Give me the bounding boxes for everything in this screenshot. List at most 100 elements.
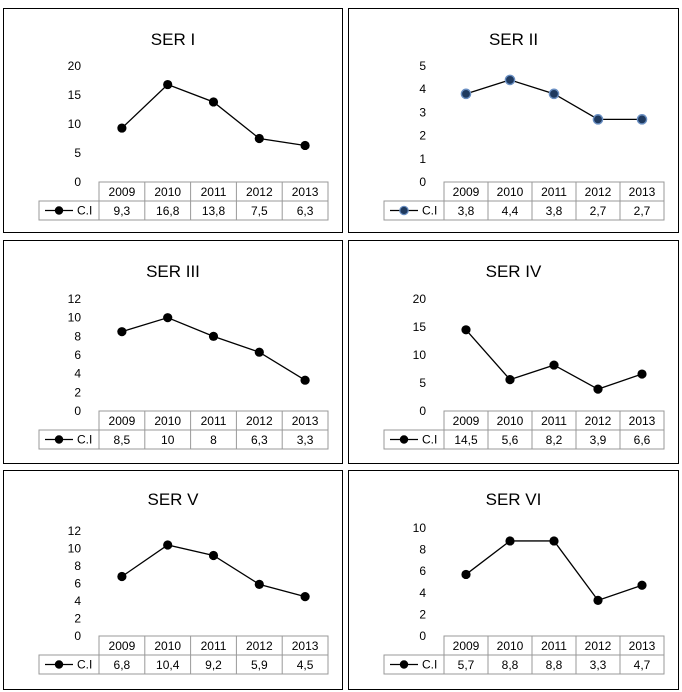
data-point (163, 540, 173, 550)
x-category-label: 2010 (497, 639, 524, 653)
data-table-value: 7,5 (251, 204, 268, 218)
y-tick-label: 12 (68, 524, 82, 538)
y-tick-label: 0 (419, 404, 426, 418)
chart-panel-ser-ii: SER II 0 1 2 3 4 5 2009 2010 2011 2012 2013 3,8 4,4 3,… (348, 8, 679, 233)
y-tick-label: 6 (74, 348, 81, 362)
data-point (461, 325, 471, 335)
y-tick-label: 10 (68, 542, 82, 556)
y-tick-label: 5 (74, 146, 81, 160)
x-category-label: 2010 (154, 414, 181, 428)
chart-title: SER III (146, 262, 200, 281)
data-point (505, 375, 515, 385)
data-point (636, 114, 648, 125)
x-category-label: 2010 (497, 414, 524, 428)
legend-label: C.I (422, 433, 437, 447)
chart-svg: SER VI 0 2 4 6 8 10 2009 2010 2011 2012 2013 5,7 8,8 8… (383, 490, 665, 675)
legend-marker (399, 205, 409, 216)
y-tick-label: 8 (74, 559, 81, 573)
x-category-label: 2011 (201, 414, 227, 428)
y-tick-label: 2 (74, 385, 81, 399)
y-tick-label: 10 (413, 348, 427, 362)
x-category-label: 2012 (585, 639, 612, 653)
y-tick-label: 5 (419, 59, 426, 73)
data-table-legend-cell (383, 200, 445, 221)
x-category-label: 2012 (585, 185, 612, 199)
x-category-label: 2013 (629, 185, 656, 199)
data-point (300, 375, 310, 385)
series-line (121, 83, 306, 147)
y-tick-label: 6 (74, 577, 81, 591)
data-table-value: 8,5 (114, 433, 131, 447)
y-tick-label: 15 (68, 88, 82, 102)
x-category-label: 2009 (109, 414, 136, 428)
data-point (460, 88, 472, 100)
x-category-label: 2009 (109, 639, 136, 653)
chart-title: SER I (151, 30, 195, 49)
x-category-label: 2013 (629, 414, 656, 428)
chart-title: SER VI (486, 490, 542, 509)
chart-svg: SER I 0 5 10 15 20 2009 2010 2011 2012 2013 9,3 16,8… (38, 30, 329, 221)
x-category-label: 2010 (497, 185, 524, 199)
legend-label: C.I (77, 204, 92, 218)
x-category-label: 2009 (453, 414, 480, 428)
y-tick-label: 15 (413, 320, 427, 334)
legend-marker (399, 435, 409, 444)
y-tick-label: 10 (68, 117, 82, 131)
legend-label: C.I (77, 433, 92, 447)
x-category-label: 2010 (154, 185, 181, 199)
x-category-label: 2009 (109, 185, 136, 199)
y-tick-label: 0 (419, 629, 426, 643)
y-tick-label: 8 (74, 329, 81, 343)
y-tick-label: 5 (419, 376, 426, 390)
legend-marker (54, 660, 64, 669)
data-point (208, 331, 219, 341)
x-category-label: 2012 (246, 639, 273, 653)
data-point (592, 114, 604, 125)
x-category-label: 2012 (585, 414, 612, 428)
data-point (208, 550, 219, 561)
x-category-label: 2013 (292, 639, 319, 653)
series-line (465, 540, 643, 602)
data-point (163, 79, 173, 90)
data-table-value: 8,8 (502, 658, 519, 672)
y-tick-label: 0 (74, 404, 81, 418)
chart-panel-ser-iii: SER III 0 2 4 6 8 10 12 2009 2010 2011 2012 2013 8,5 1… (3, 240, 343, 464)
data-table-value: 3,3 (590, 658, 607, 672)
y-tick-label: 10 (413, 521, 427, 535)
y-tick-label: 20 (68, 59, 82, 73)
data-point (300, 592, 310, 602)
data-point (637, 580, 647, 590)
y-tick-label: 0 (74, 175, 81, 189)
data-point (593, 384, 603, 394)
data-point (548, 88, 560, 100)
y-tick-label: 2 (74, 612, 81, 626)
y-tick-label: 12 (68, 292, 82, 306)
data-table-value: 6,8 (114, 658, 131, 672)
x-category-label: 2009 (453, 639, 480, 653)
data-table-value: 4,5 (297, 658, 314, 672)
data-point (163, 313, 173, 323)
series-line (465, 329, 643, 390)
data-table-value: 4,4 (502, 204, 519, 218)
legend-label: C.I (77, 658, 92, 672)
chart-panel-ser-iv: SER IV 0 5 10 15 20 2009 2010 2011 2012 2013 14,5 5,… (348, 240, 679, 464)
data-table-value: 16,8 (156, 204, 180, 218)
chart-panel-ser-i: SER I 0 5 10 15 20 2009 2010 2011 2012 2013 9,3 16,8… (3, 8, 343, 233)
data-point (208, 97, 219, 107)
legend-label: C.I (422, 204, 437, 218)
data-point (254, 133, 264, 144)
y-tick-label: 2 (419, 129, 426, 143)
y-tick-label: 1 (419, 152, 426, 166)
data-table-value: 13,8 (202, 204, 226, 218)
y-tick-label: 6 (419, 564, 426, 578)
legend-label: C.I (422, 658, 437, 672)
data-table-legend-cell (383, 429, 445, 450)
data-table-value: 14,5 (454, 433, 478, 447)
data-table-legend-cell (38, 429, 100, 450)
data-table-value: 8,2 (546, 433, 563, 447)
x-category-label: 2010 (154, 639, 181, 653)
y-tick-label: 4 (74, 594, 81, 608)
y-tick-label: 2 (419, 607, 426, 621)
data-point (117, 571, 127, 582)
x-category-label: 2011 (541, 185, 567, 199)
